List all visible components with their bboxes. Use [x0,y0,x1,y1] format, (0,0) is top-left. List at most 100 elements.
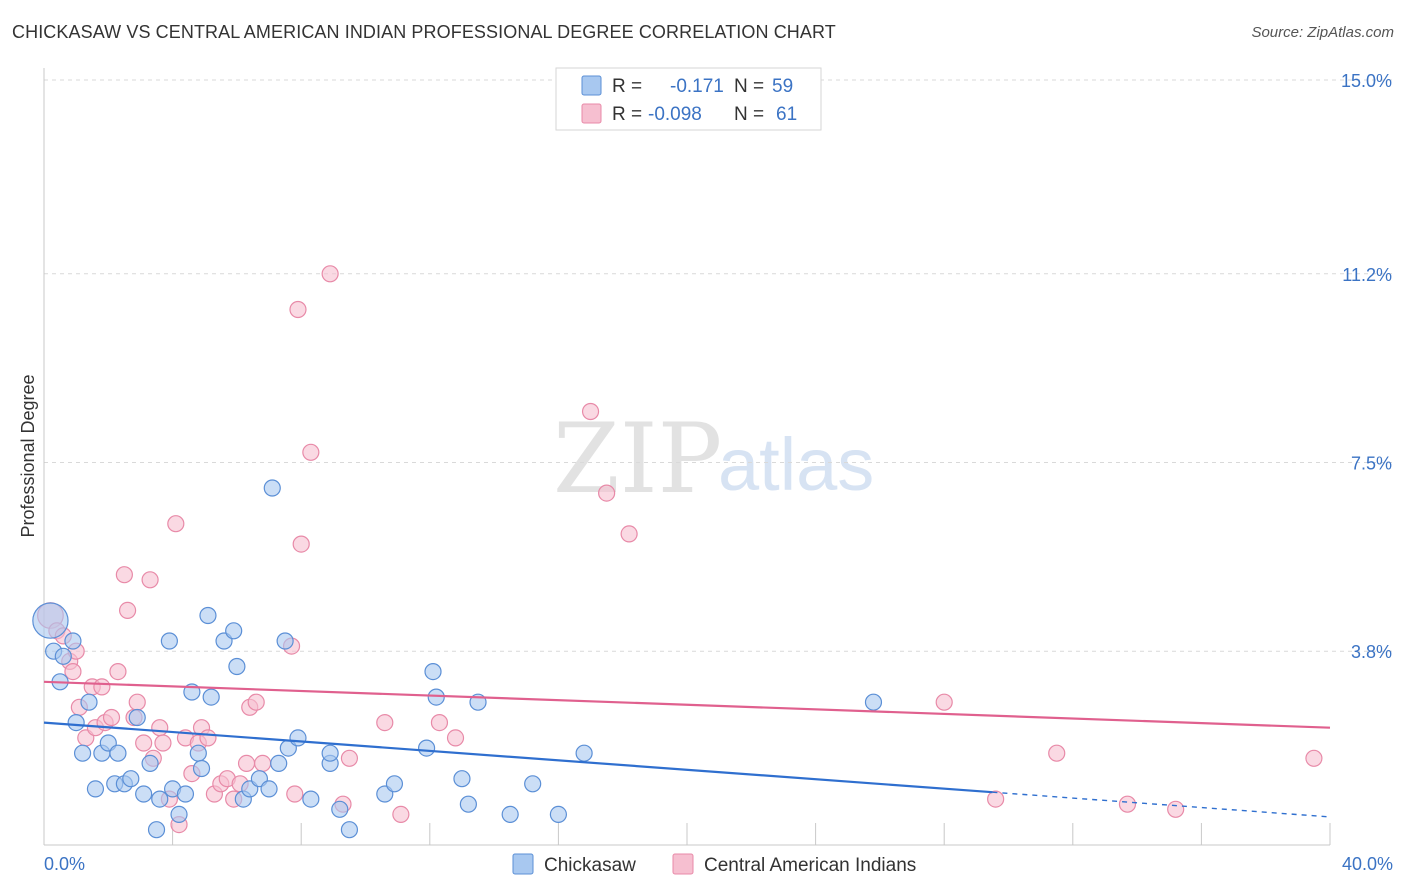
legend-swatch-central-american-indians [581,103,602,124]
central-american-indians-point [392,805,410,824]
series-central-american-indians-points [37,265,1323,834]
central-american-indians-point [1118,795,1137,813]
chickasaw-point [199,606,217,625]
central-american-indians-point [254,754,272,773]
central-american-indians-point [340,749,359,767]
x-tick-label-max: 40.0% [1342,854,1393,874]
y-tick-label: 11.2% [1342,265,1392,285]
legend-r-value-1: -0.171 [670,76,724,97]
chickasaw-point [864,693,883,711]
central-american-indians-point [247,693,265,711]
bottom-legend-label-chickasaw: Chickasaw [544,855,636,876]
chickasaw-point [160,632,178,650]
legend-n-value-1: 59 [772,76,793,97]
central-american-indians-point [237,754,256,773]
y-tick-label: 7.5% [1351,454,1392,474]
chickasaw-point [424,662,442,681]
chickasaw-point [67,713,85,732]
chickasaw-point [263,479,281,497]
chickasaw-point [549,805,568,824]
correlation-legend: R = -0.171 N = 59 R = -0.098 N = 61 [555,67,822,131]
chickasaw-point [289,729,307,747]
legend-swatch-chickasaw [581,75,602,96]
central-american-indians-point [118,601,137,620]
chickasaw-point [260,780,278,798]
chickasaw-point [151,790,169,808]
chickasaw-point [524,775,542,793]
watermark-zip: ZIP [553,403,722,515]
chickasaw-point [228,657,246,676]
chickasaw-point [109,744,127,762]
central-american-indians-point [64,662,82,681]
central-american-indians-point [135,734,153,752]
chickasaw-point [417,739,436,757]
legend-n-label-2: N = [734,104,764,125]
central-american-indians-point [109,662,127,681]
bottom-legend-swatch-chickasaw [512,853,534,875]
chickasaw-trend-line [43,721,993,794]
chickasaw-point [80,693,98,711]
chickasaw-point [176,785,195,803]
series-chickasaw-points [32,479,883,839]
central-american-indians-point [581,402,600,421]
chickasaw-point [321,744,339,762]
watermark-atlas: atlas [718,423,874,506]
central-american-indians-point [93,678,111,696]
central-american-indians-point [430,713,449,732]
bottom-legend-swatch-central-american-indians [672,853,694,875]
source-label: Source: ZipAtlas.com [1251,24,1394,41]
chickasaw-point [122,770,140,788]
y-tick-label: 15.0% [1341,71,1392,91]
central-american-indians-point [167,515,185,533]
chickasaw-point [340,821,359,839]
central-american-indians-point [987,790,1005,808]
chickasaw-point [170,805,188,824]
central-american-indians-point [1305,749,1323,767]
legend-n-value-2: 61 [776,104,797,125]
central-american-indians-point [286,785,304,803]
chickasaw-point [141,754,159,773]
chickasaw-point [270,754,288,773]
chart-title: CHICKASAW VS CENTRAL AMERICAN INDIAN PRO… [12,22,836,42]
central-american-indians-point [292,535,310,553]
chickasaw-point [225,622,243,640]
chickasaw-point [276,632,294,650]
chickasaw-point [459,795,477,813]
chickasaw-point [302,790,320,808]
y-axis-label: Professional Degree [18,374,38,537]
x-tick-labels: 0.0% 40.0% [44,854,1393,874]
central-american-indians-point [620,525,638,543]
bottom-legend-label-central-american-indians: Central American Indians [704,855,916,876]
chickasaw-point [501,805,519,824]
chickasaw-point [128,708,146,727]
trend-lines [43,680,1331,818]
central-american-indians-point [446,729,465,747]
y-tick-label: 3.8% [1351,642,1392,662]
chickasaw-point [32,602,69,639]
central-american-indians-point [199,729,217,747]
chickasaw-point [575,744,593,762]
chickasaw-point [64,632,82,650]
y-tick-labels: 3.8% 7.5% 11.2% 15.0% [1341,71,1392,662]
chickasaw-point [86,780,105,798]
chickasaw-point [147,821,166,839]
chickasaw-point [189,744,207,762]
central-american-indians-point [289,300,307,319]
legend-r-value-2: -0.098 [648,104,702,125]
central-american-indians-point [128,693,146,711]
central-american-indians-trend-line [43,680,1331,729]
central-american-indians-point [102,708,121,727]
chickasaw-point [135,785,153,803]
chickasaw-point [202,688,220,706]
legend-r-label-2: R = [612,104,642,125]
chickasaw-point [192,759,211,778]
chickasaw-point [453,770,471,788]
grid-lines [44,79,1392,652]
central-american-indians-point [321,265,339,283]
chickasaw-point [385,775,404,793]
central-american-indians-point [376,713,394,732]
central-american-indians-point [935,693,953,711]
central-american-indians-point [598,484,616,502]
chickasaw-point [73,744,92,762]
